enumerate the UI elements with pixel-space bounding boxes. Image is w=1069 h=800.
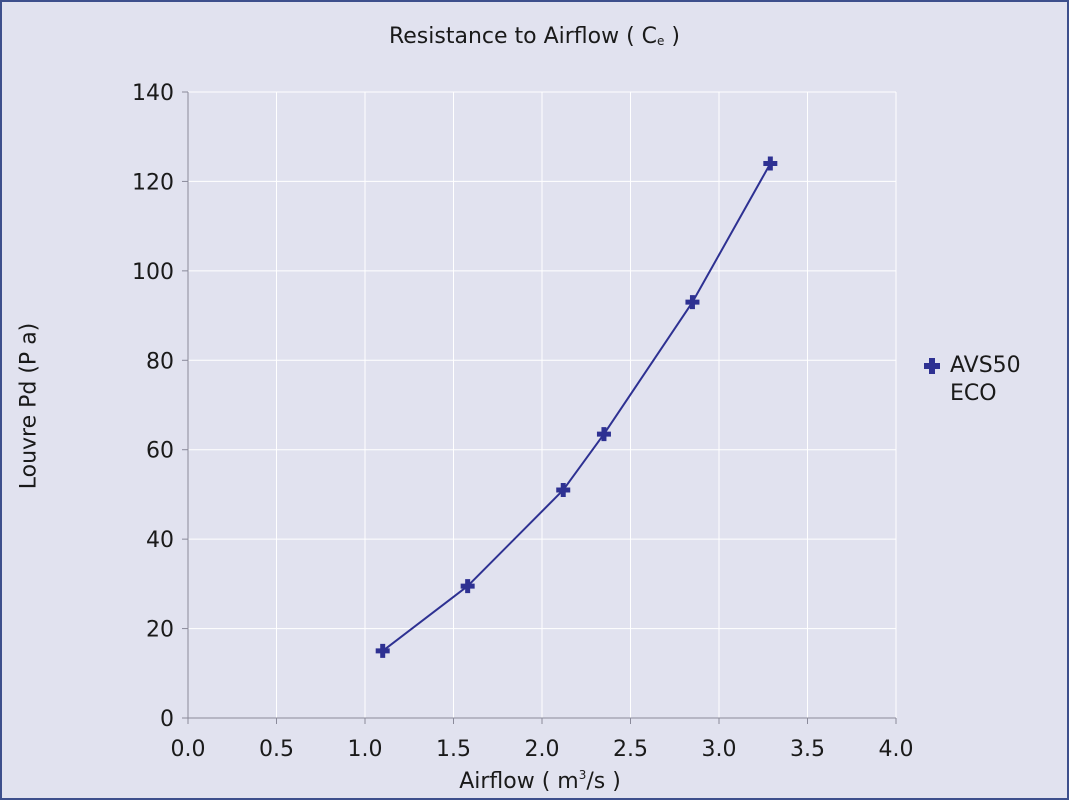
data-point-marker — [596, 427, 611, 442]
legend-series-label: AVS50 ECO — [950, 353, 1021, 406]
y-tick-label: 140 — [132, 81, 174, 106]
data-point-marker — [556, 482, 571, 497]
y-tick-label: 100 — [132, 260, 174, 285]
y-tick-label: 120 — [132, 170, 174, 195]
x-tick-label: 3.0 — [702, 737, 737, 762]
x-tick-label: 1.5 — [436, 737, 471, 762]
x-tick-label: 4.0 — [879, 737, 914, 762]
data-point-marker — [375, 643, 390, 658]
x-tick-label: 1.0 — [348, 737, 383, 762]
data-point-marker — [460, 579, 475, 594]
x-axis-label-suffix: /s ) — [586, 769, 621, 794]
x-axis-label: Airflow ( m3/s ) — [170, 768, 910, 794]
data-point-marker — [685, 295, 700, 310]
x-tick-label: 3.5 — [790, 737, 825, 762]
chart-title-text: Resistance to Airflow ( C — [388, 24, 658, 49]
y-tick-label: 0 — [160, 707, 174, 732]
x-axis-label-superscript: 3 — [578, 768, 587, 782]
y-tick-label: 80 — [146, 349, 174, 374]
y-tick-label: 20 — [146, 618, 174, 643]
x-axis-label-text: Airflow ( m — [459, 769, 579, 794]
chart-title-subscript: e — [657, 34, 665, 48]
chart-title: Resistance to Airflow ( Ce ) — [0, 24, 1069, 49]
data-point-marker — [763, 156, 778, 171]
y-tick-label: 60 — [146, 439, 174, 464]
x-tick-label: 2.0 — [525, 737, 560, 762]
y-axis-label: Louvre Pd (P a) — [16, 322, 42, 490]
chart-title-suffix: ) — [664, 24, 681, 49]
x-tick-label: 0.5 — [259, 737, 294, 762]
x-tick-label: 0.0 — [171, 737, 206, 762]
y-tick-label: 40 — [146, 528, 174, 553]
legend-plus-marker-icon — [924, 358, 940, 374]
x-tick-label: 2.5 — [613, 737, 648, 762]
series-line — [382, 163, 772, 652]
